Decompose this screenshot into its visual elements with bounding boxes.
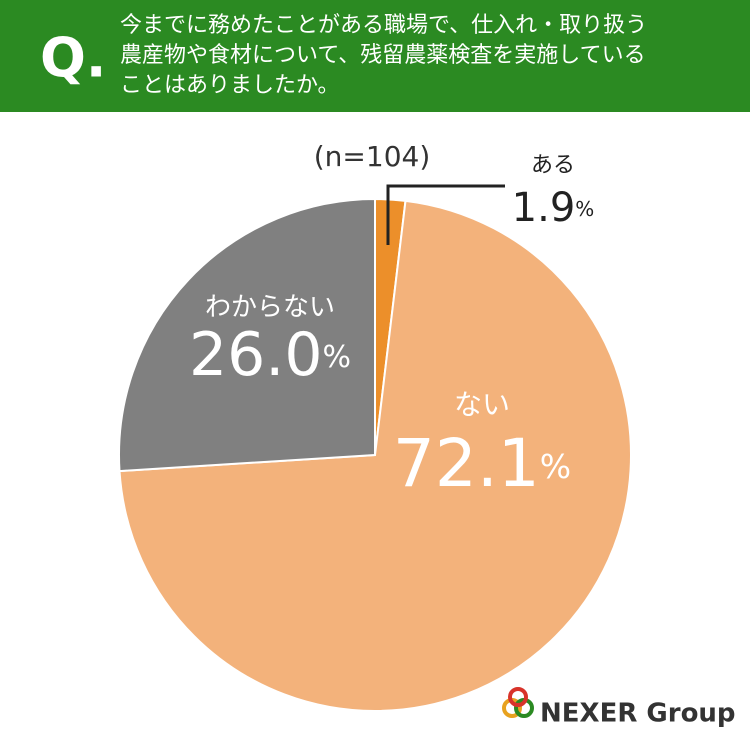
value-label-group: 72.1% (393, 425, 571, 502)
value-unit: % (575, 197, 594, 221)
leader-line (386, 184, 505, 245)
value-label: 72.1 (393, 425, 540, 502)
title-line: 今までに務めたことがある職場で、仕入れ・取り扱う (120, 13, 647, 38)
category-label: ある (531, 153, 575, 178)
value-unit: % (323, 340, 352, 375)
logo: NEXER Group (502, 687, 736, 729)
category-label: わからない (205, 293, 335, 323)
pie (118, 197, 632, 712)
value-label-group: 26.0% (189, 320, 351, 390)
pie-slice (118, 197, 376, 473)
category-label: ない (454, 388, 510, 421)
value-label: 26.0 (189, 320, 323, 390)
value-label-group: 1.9% (512, 185, 595, 231)
subtitle: (n=104) (314, 140, 431, 173)
title-line: ことはありましたか。 (120, 73, 340, 98)
logo-text: NEXER Group (540, 699, 736, 729)
logo-ring (508, 687, 528, 707)
value-label: 1.9 (512, 185, 576, 231)
title-line: 農産物や食材について、残留農薬検査を実施している (120, 43, 646, 68)
question-mark: Q. (40, 27, 106, 90)
value-unit: % (540, 447, 571, 486)
header-band (0, 0, 750, 112)
